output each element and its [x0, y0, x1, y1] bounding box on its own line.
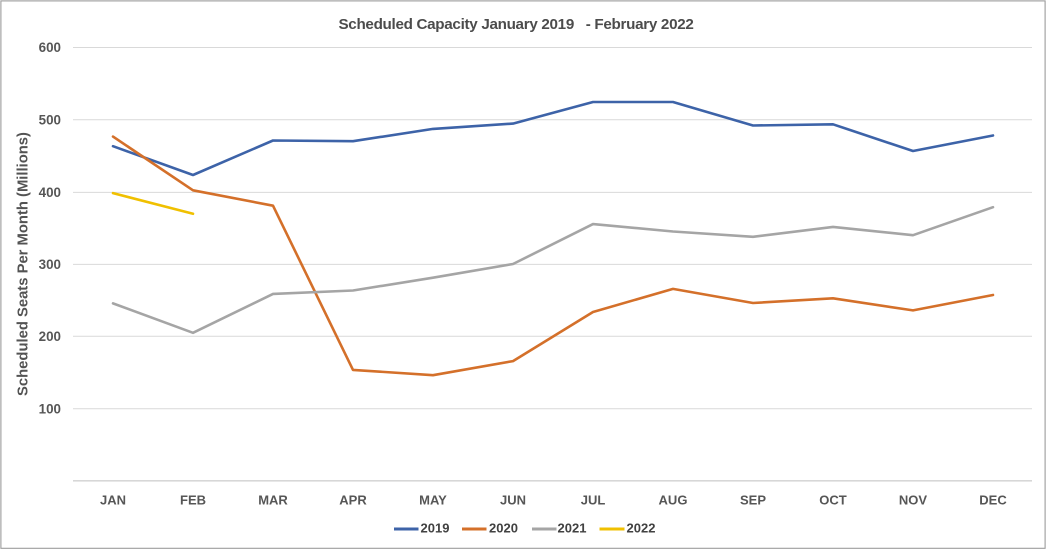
- svg-text:Scheduled Seats Per Month (Mil: Scheduled Seats Per Month (Millions): [16, 132, 32, 396]
- svg-text:DEC: DEC: [979, 492, 1007, 507]
- svg-text:200: 200: [39, 329, 61, 344]
- svg-text:JUL: JUL: [581, 492, 606, 507]
- svg-text:2019: 2019: [421, 521, 450, 536]
- svg-text:2020: 2020: [489, 521, 518, 536]
- svg-text:600: 600: [39, 40, 61, 55]
- svg-text:APR: APR: [339, 492, 367, 507]
- svg-text:300: 300: [39, 257, 61, 272]
- svg-text:Scheduled Capacity January 201: Scheduled Capacity January 2019 - Februa…: [338, 16, 693, 33]
- svg-text:NOV: NOV: [899, 492, 928, 507]
- svg-text:MAR: MAR: [258, 492, 288, 507]
- svg-text:500: 500: [39, 113, 61, 128]
- svg-text:FEB: FEB: [180, 492, 206, 507]
- svg-text:100: 100: [39, 401, 61, 416]
- svg-text:400: 400: [39, 185, 61, 200]
- svg-text:JAN: JAN: [100, 492, 126, 507]
- svg-text:AUG: AUG: [659, 492, 688, 507]
- svg-text:2022: 2022: [627, 521, 656, 536]
- svg-text:OCT: OCT: [819, 492, 847, 507]
- svg-text:2021: 2021: [558, 521, 587, 536]
- svg-text:SEP: SEP: [740, 492, 766, 507]
- svg-text:JUN: JUN: [500, 492, 526, 507]
- svg-text:MAY: MAY: [419, 492, 447, 507]
